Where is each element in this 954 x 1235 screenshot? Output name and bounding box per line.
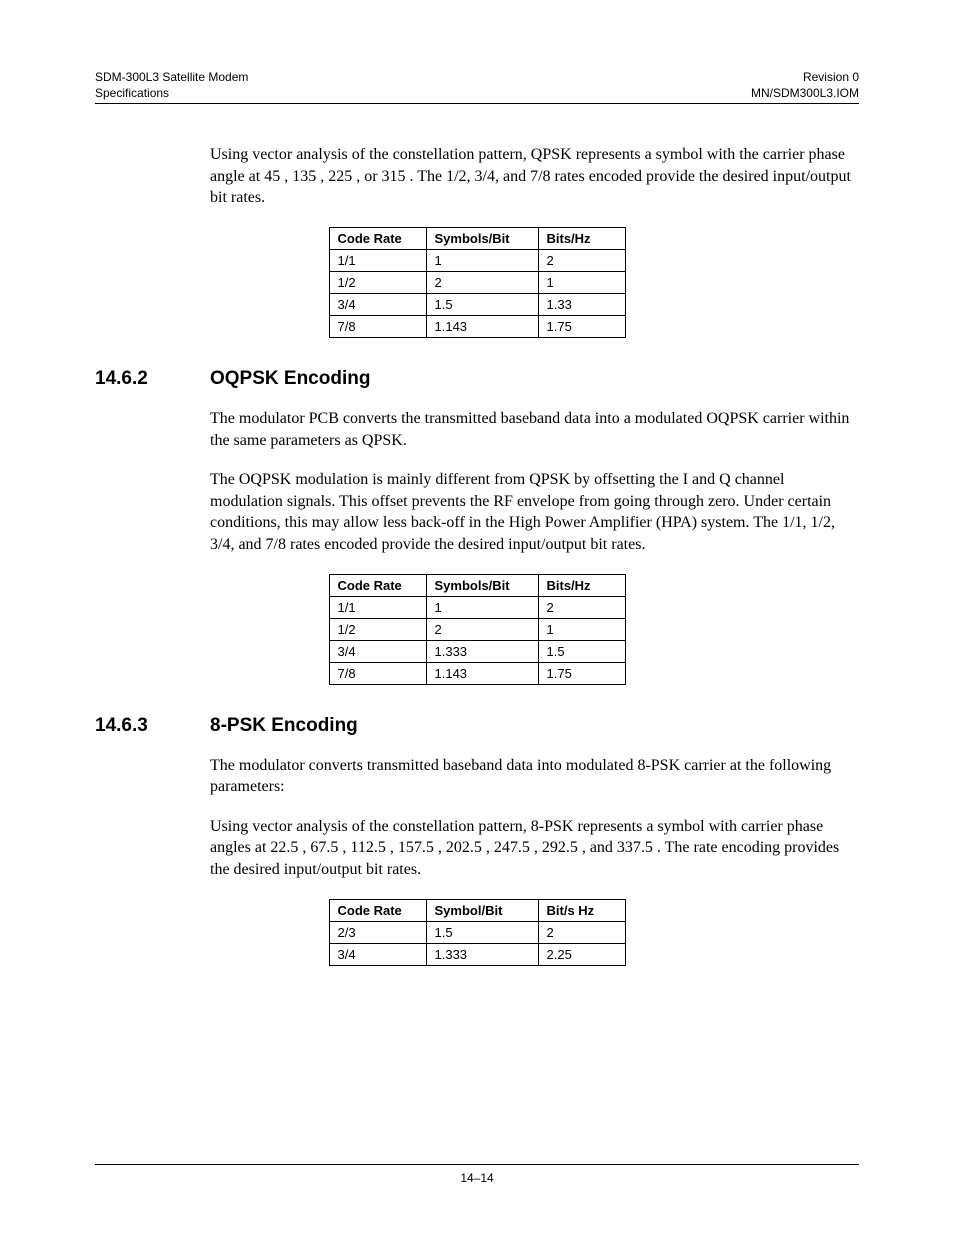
table-cell: 2/3 bbox=[329, 921, 426, 943]
header-left: SDM-300L3 Satellite Modem Specifications bbox=[95, 70, 248, 101]
table-header-cell: Bits/Hz bbox=[538, 227, 625, 249]
table-cell: 1.33 bbox=[538, 293, 625, 315]
footer-rule bbox=[95, 1164, 859, 1165]
table-row: 7/81.1431.75 bbox=[329, 662, 625, 684]
8psk-para1: The modulator converts transmitted baseb… bbox=[210, 755, 859, 798]
page-number: 14–14 bbox=[460, 1171, 493, 1185]
table-cell: 1.333 bbox=[426, 640, 538, 662]
table-cell: 1.143 bbox=[426, 662, 538, 684]
table-cell: 2 bbox=[426, 618, 538, 640]
section-number: 14.6.3 bbox=[95, 715, 210, 737]
content-area: Using vector analysis of the constellati… bbox=[95, 144, 859, 965]
table-row: 1/221 bbox=[329, 271, 625, 293]
table-cell: 2.25 bbox=[538, 943, 625, 965]
header-docnum: MN/SDM300L3.IOM bbox=[751, 86, 859, 102]
table-row: 1/112 bbox=[329, 249, 625, 271]
table-cell: 1 bbox=[538, 271, 625, 293]
table-cell: 1.75 bbox=[538, 315, 625, 337]
table-header-cell: Code Rate bbox=[329, 574, 426, 596]
table-cell: 7/8 bbox=[329, 315, 426, 337]
header-section: Specifications bbox=[95, 86, 248, 102]
intro-paragraph: Using vector analysis of the constellati… bbox=[210, 144, 859, 209]
8psk-para2: Using vector analysis of the constellati… bbox=[210, 816, 859, 881]
section-heading-8psk: 14.6.3 8-PSK Encoding bbox=[95, 715, 859, 737]
table-cell: 1.75 bbox=[538, 662, 625, 684]
table-cell: 1.5 bbox=[426, 921, 538, 943]
oqpsk-table: Code RateSymbols/BitBits/Hz1/1121/2213/4… bbox=[329, 574, 626, 685]
table-header-cell: Symbol/Bit bbox=[426, 899, 538, 921]
table-cell: 3/4 bbox=[329, 640, 426, 662]
header-revision: Revision 0 bbox=[751, 70, 859, 86]
table-cell: 1 bbox=[538, 618, 625, 640]
table-cell: 2 bbox=[426, 271, 538, 293]
qpsk-table: Code RateSymbols/BitBits/Hz1/1121/2213/4… bbox=[329, 227, 626, 338]
8psk-table: Code RateSymbol/BitBit/s Hz2/31.523/41.3… bbox=[329, 899, 626, 966]
table-cell: 1/1 bbox=[329, 596, 426, 618]
page-header: SDM-300L3 Satellite Modem Specifications… bbox=[95, 70, 859, 101]
table-cell: 1.333 bbox=[426, 943, 538, 965]
table-cell: 1 bbox=[426, 596, 538, 618]
table-cell: 7/8 bbox=[329, 662, 426, 684]
page-footer: 14–14 bbox=[95, 1164, 859, 1185]
header-rule bbox=[95, 103, 859, 104]
page: SDM-300L3 Satellite Modem Specifications… bbox=[0, 0, 954, 1235]
table-cell: 2 bbox=[538, 596, 625, 618]
table-row: 3/41.51.33 bbox=[329, 293, 625, 315]
table-header-cell: Symbols/Bit bbox=[426, 574, 538, 596]
section-title: OQPSK Encoding bbox=[210, 368, 370, 390]
table-header-cell: Symbols/Bit bbox=[426, 227, 538, 249]
table-cell: 1/2 bbox=[329, 618, 426, 640]
table-cell: 1/2 bbox=[329, 271, 426, 293]
table-header-cell: Code Rate bbox=[329, 899, 426, 921]
table-row: 3/41.3332.25 bbox=[329, 943, 625, 965]
table-row: 7/81.1431.75 bbox=[329, 315, 625, 337]
table-row: 1/112 bbox=[329, 596, 625, 618]
table-header-cell: Bits/Hz bbox=[538, 574, 625, 596]
table-header-cell: Code Rate bbox=[329, 227, 426, 249]
header-right: Revision 0 MN/SDM300L3.IOM bbox=[751, 70, 859, 101]
table-cell: 2 bbox=[538, 249, 625, 271]
table-cell: 1/1 bbox=[329, 249, 426, 271]
table-row: 2/31.52 bbox=[329, 921, 625, 943]
table-header-cell: Bit/s Hz bbox=[538, 899, 625, 921]
table-cell: 3/4 bbox=[329, 943, 426, 965]
table-row: 1/221 bbox=[329, 618, 625, 640]
section-heading-oqpsk: 14.6.2 OQPSK Encoding bbox=[95, 368, 859, 390]
section-number: 14.6.2 bbox=[95, 368, 210, 390]
oqpsk-para2: The OQPSK modulation is mainly different… bbox=[210, 469, 859, 555]
table-cell: 1.5 bbox=[426, 293, 538, 315]
oqpsk-para1: The modulator PCB converts the transmitt… bbox=[210, 408, 859, 451]
table-cell: 1 bbox=[426, 249, 538, 271]
header-product: SDM-300L3 Satellite Modem bbox=[95, 70, 248, 86]
table-row: 3/41.3331.5 bbox=[329, 640, 625, 662]
table-cell: 1.5 bbox=[538, 640, 625, 662]
section-title: 8-PSK Encoding bbox=[210, 715, 358, 737]
table-cell: 3/4 bbox=[329, 293, 426, 315]
table-cell: 1.143 bbox=[426, 315, 538, 337]
table-cell: 2 bbox=[538, 921, 625, 943]
